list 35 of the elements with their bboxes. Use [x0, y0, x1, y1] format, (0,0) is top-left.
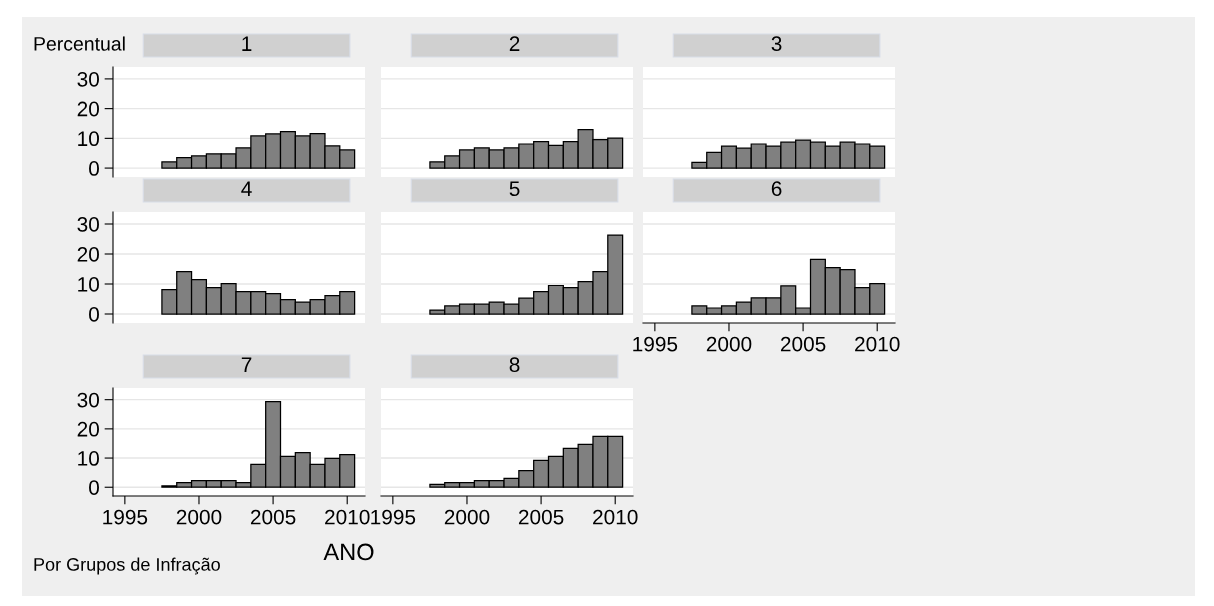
x-tick-label: 2005 — [780, 336, 826, 352]
x-tick-label: 1995 — [371, 509, 416, 525]
y-tick-label: 20 — [77, 247, 99, 262]
x-axis-title: ANO — [323, 543, 374, 561]
chart-title: 4 — [241, 181, 252, 196]
chart-title: 8 — [509, 357, 520, 373]
x-tick-label: 2000 — [176, 509, 222, 525]
x-tick-label: 1995 — [633, 336, 678, 352]
y-tick-label: 10 — [78, 277, 99, 292]
chart-title: 6 — [771, 181, 782, 197]
x-tick-label: 2010 — [325, 509, 370, 525]
chart-title: 7 — [241, 357, 252, 372]
x-tick-label: 2000 — [444, 509, 490, 525]
x-tick-label: 1995 — [103, 509, 148, 525]
y-tick-label: 30 — [77, 392, 99, 408]
chart-title: 1 — [242, 36, 252, 51]
text: Por Grupos de Infração — [34, 557, 220, 575]
x-tick-label: 2005 — [518, 509, 564, 525]
x-tick-label: 2000 — [706, 336, 752, 352]
y-tick-label: 20 — [77, 101, 99, 117]
y-tick-label: 10 — [78, 131, 99, 147]
y-tick-label: 0 — [89, 307, 99, 322]
x-tick-label: 2010 — [593, 509, 638, 525]
chart-title: 5 — [509, 181, 520, 197]
x-tick-label: 2005 — [250, 509, 296, 525]
chart-title: 3 — [771, 36, 782, 52]
y-tick-label: 10 — [78, 451, 99, 466]
y-axis-title: Percentual — [34, 36, 125, 51]
y-tick-label: 20 — [77, 421, 99, 437]
y-tick-label: 30 — [77, 217, 99, 232]
y-tick-label: 30 — [77, 71, 99, 87]
x-tick-label: 2010 — [855, 336, 900, 352]
y-tick-label: 0 — [89, 480, 99, 495]
chart-title: 2 — [509, 36, 520, 51]
y-tick-label: 0 — [89, 161, 99, 176]
